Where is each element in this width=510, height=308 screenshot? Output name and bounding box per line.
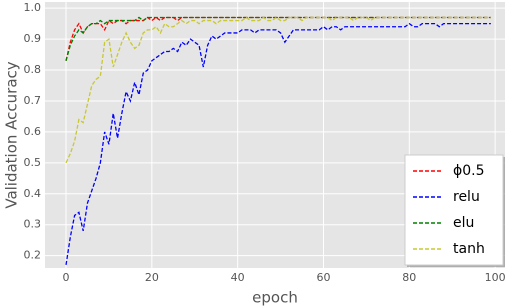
y-tick-label: 0.7	[24, 94, 42, 107]
legend-box	[404, 154, 504, 266]
x-tick-label: 40	[231, 271, 245, 284]
x-tick-label: 60	[316, 271, 330, 284]
x-tick-label: 100	[485, 271, 506, 284]
legend-label: tanh	[453, 241, 485, 257]
legend-label: ϕ0.5	[453, 163, 485, 179]
legend-label: elu	[453, 215, 474, 231]
y-tick-label: 0.3	[24, 218, 42, 231]
grid	[45, 2, 505, 268]
y-tick-label: 0.8	[24, 63, 42, 76]
y-tick-label: 0.9	[24, 32, 42, 45]
x-tick-label: 0	[63, 271, 70, 284]
series-line	[65, 22, 491, 266]
lines	[65, 16, 491, 266]
x-tick-label: 80	[402, 271, 416, 284]
x-tick-label: 20	[145, 271, 159, 284]
y-tick-label: 0.2	[24, 249, 42, 262]
y-tick-label: 0.5	[24, 156, 42, 169]
legend: ϕ0.5 relu elu tanh	[404, 154, 505, 267]
y-tick-label: 1.0	[24, 1, 42, 14]
series-line	[65, 16, 491, 164]
y-tick-label: 0.6	[24, 125, 42, 138]
legend-label: relu	[453, 189, 480, 205]
y-axis-label: Validation Accuracy	[3, 61, 21, 208]
x-axis-label: epoch	[252, 289, 298, 307]
y-tick-label: 0.4	[24, 187, 42, 200]
